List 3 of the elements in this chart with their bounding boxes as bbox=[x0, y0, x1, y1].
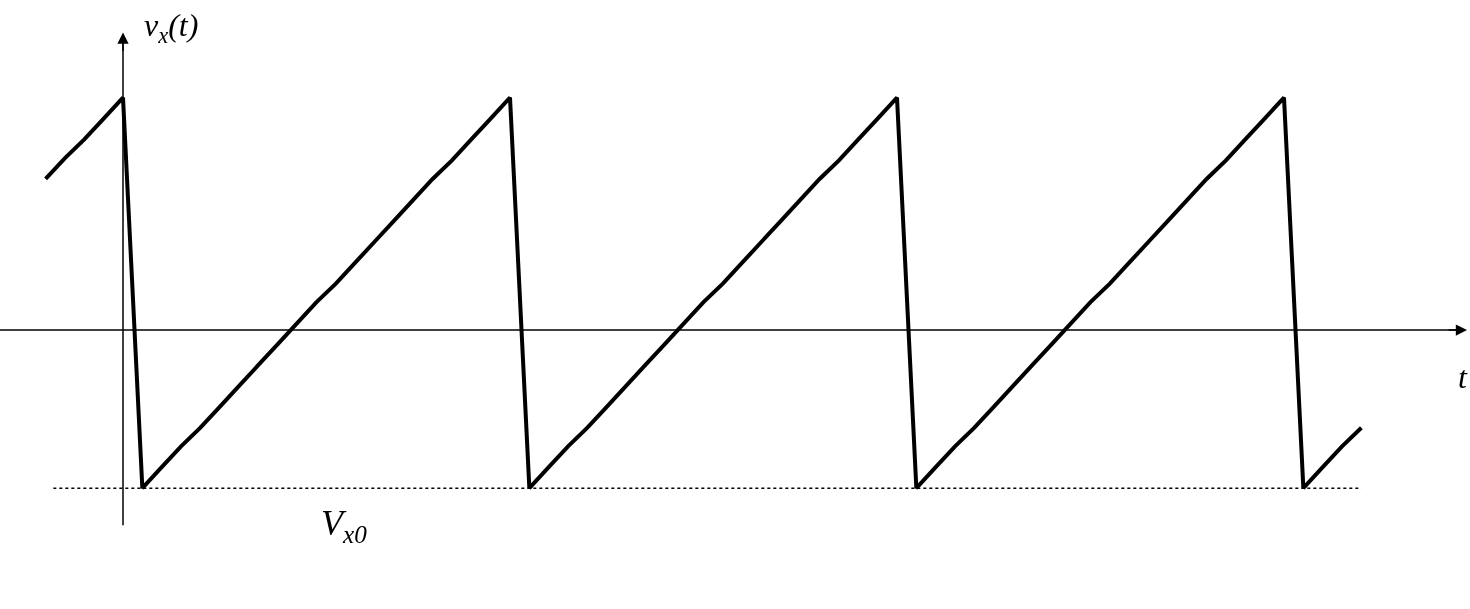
y-axis-title: v$_{x}$(t) bbox=[144, 7, 199, 48]
x-axis-title: t bbox=[1458, 359, 1468, 395]
ref-line-label: V$_{x0}$ bbox=[321, 503, 368, 548]
